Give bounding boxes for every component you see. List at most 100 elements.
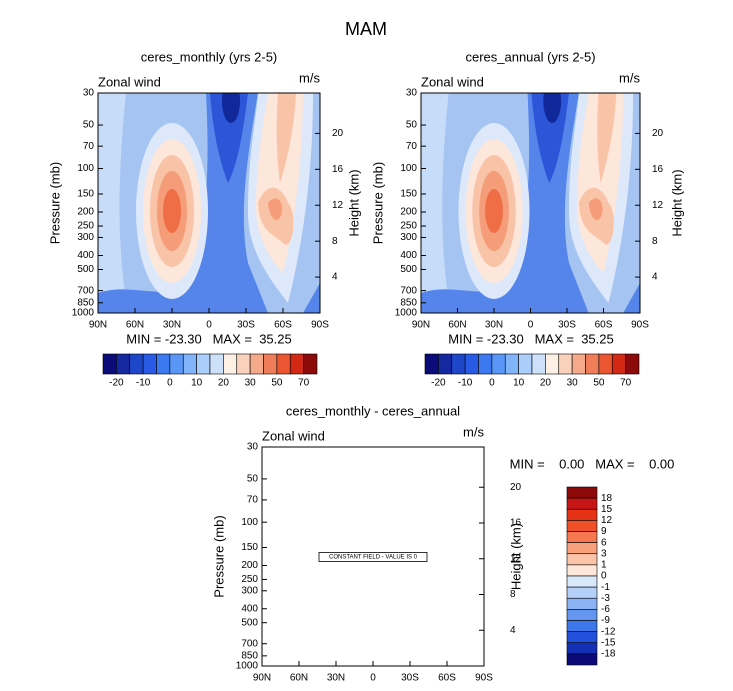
colorbar-box [566,631,598,644]
colorbar-label: -9 [601,615,610,626]
colorbar-label: 10 [191,378,203,389]
y-tick-label: 250 [241,574,258,585]
y-tick-label: 300 [400,232,417,243]
colorbar-box [129,353,144,375]
page-title: MAM [345,19,387,39]
y-tick-label: 1000 [236,661,259,672]
x-tick-label: 90N [253,673,271,684]
y-tick-label: 700 [400,285,417,296]
y-axis-label: Pressure (mb) [370,162,385,244]
left-label: Zonal wind [262,428,325,443]
units-label: m/s [463,424,484,439]
colorbar-box [518,353,533,375]
colorbar-label: -12 [601,626,616,637]
annotation-text: CONSTANT FIELD - VALUE IS 0 [329,555,418,561]
stats-label: MIN = -23.30 MAX = 35.25 [448,331,613,346]
colorbar-box [566,653,598,666]
x-tick-label: 0 [370,673,376,684]
x-tick-label: 90S [631,320,649,331]
colorbar-label: 20 [218,378,230,389]
colorbar-label: -3 [601,593,610,604]
y-tick-label: 500 [400,264,417,275]
y-tick-label: 200 [241,560,258,571]
colorbar-box [566,520,598,532]
y-tick-label: 30 [247,442,259,453]
colorbar-label: -1 [601,582,610,593]
colorbar-box [209,353,224,375]
colorbar-box [142,353,157,375]
colorbar-box [545,353,560,375]
colorbar-box [566,597,598,610]
y-tick-label: 100 [241,517,258,528]
colorbar-label: 12 [601,515,613,526]
x-tick-label: 30S [237,320,255,331]
colorbar-box [102,353,117,375]
y2-tick-label: 20 [510,482,522,493]
colorbar-box [566,642,598,655]
y-tick-label: 850 [77,297,94,308]
colorbar-box [116,353,131,375]
y2-tick-label: 16 [510,518,522,529]
y-tick-label: 400 [400,250,417,261]
colorbar-box [566,497,598,510]
colorbar-box [566,620,598,632]
y-tick-label: 150 [241,542,258,553]
x-tick-label: 30N [327,673,345,684]
colorbar-box [289,353,304,375]
colorbar-box [504,353,519,375]
colorbar-label: 18 [601,493,613,504]
colorbar-box [566,486,598,499]
colorbar-label: 30 [567,378,579,389]
colorbar-box [223,353,238,375]
colorbar-label: -20 [431,378,446,389]
units-label: m/s [619,70,640,85]
x-tick-label: 60N [126,320,144,331]
colorbar-box [478,353,493,375]
y-axis-label: Pressure (mb) [47,162,62,244]
y2-axis-label: Height (km) [669,169,684,236]
chart-title: ceres_monthly - ceres_annual [286,403,460,418]
colorbar-box [491,353,506,375]
colorbar-box [566,508,598,521]
colorbar-box [566,553,598,566]
colorbar-label: 3 [601,548,607,559]
y-tick-label: 200 [400,207,417,218]
colorbar-box [303,353,318,375]
x-tick-label: 0 [206,320,212,331]
colorbar-box [558,353,573,375]
contour-field [98,79,320,313]
x-tick-label: 60S [274,320,292,331]
x-tick-label: 90S [475,673,493,684]
colorbar-box [531,353,546,375]
colorbar-box [169,353,184,375]
y-tick-label: 50 [83,120,95,131]
colorbar-label: -20 [109,378,124,389]
y2-tick-label: 16 [332,164,344,175]
colorbar-label: 15 [601,504,613,515]
left-label: Zonal wind [421,74,484,89]
stats-label: MIN = 0.00 MAX = 0.00 [510,456,675,471]
y2-tick-label: 8 [652,236,658,247]
y-tick-label: 200 [77,207,94,218]
x-tick-label: 30N [485,320,503,331]
y-tick-label: 70 [406,141,418,152]
colorbar-box [451,353,466,375]
chart-title: ceres_annual (yrs 2-5) [465,49,595,64]
x-tick-label: 30S [558,320,576,331]
colorbar-label: -10 [136,378,151,389]
colorbar-box [196,353,211,375]
x-tick-label: 0 [528,320,534,331]
contour-field [421,79,640,313]
y-tick-label: 70 [247,495,259,506]
stats-label: MIN = -23.30 MAX = 35.25 [126,331,291,346]
colorbar-label: 50 [593,378,605,389]
colorbar-label: 0 [167,378,173,389]
colorbar-box [424,353,439,375]
y2-tick-label: 4 [510,625,516,636]
y-tick-label: 500 [77,264,94,275]
x-tick-label: 90S [311,320,329,331]
colorbar-box [566,542,598,555]
colorbar-box [598,353,613,375]
chart-title: ceres_monthly (yrs 2-5) [141,49,278,64]
